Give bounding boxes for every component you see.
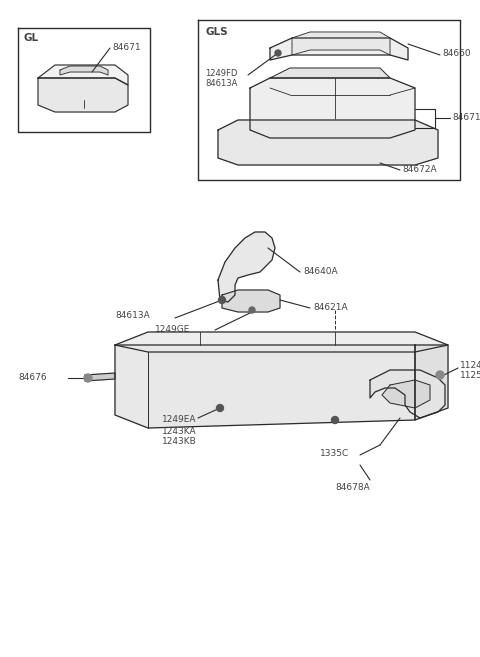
Circle shape xyxy=(275,50,281,56)
Text: 1124VA: 1124VA xyxy=(460,361,480,371)
Text: 1249GE: 1249GE xyxy=(155,325,191,334)
Polygon shape xyxy=(218,120,438,165)
Polygon shape xyxy=(38,78,128,112)
Polygon shape xyxy=(270,38,408,60)
Text: 11250B: 11250B xyxy=(460,371,480,380)
Text: 84671: 84671 xyxy=(112,43,141,51)
Polygon shape xyxy=(292,32,390,55)
Polygon shape xyxy=(115,332,448,352)
Text: 84678A: 84678A xyxy=(335,484,370,493)
Polygon shape xyxy=(222,290,280,312)
Polygon shape xyxy=(218,232,275,302)
Polygon shape xyxy=(370,370,445,418)
Circle shape xyxy=(436,371,444,379)
Circle shape xyxy=(249,307,255,313)
Polygon shape xyxy=(415,345,448,420)
Text: 84671: 84671 xyxy=(452,112,480,122)
Polygon shape xyxy=(38,65,128,85)
Polygon shape xyxy=(60,66,108,75)
Text: 1335C: 1335C xyxy=(320,449,349,457)
Text: 84640A: 84640A xyxy=(303,267,337,275)
Text: 84621A: 84621A xyxy=(313,302,348,311)
Polygon shape xyxy=(85,373,115,381)
Circle shape xyxy=(84,374,92,382)
Text: 84660: 84660 xyxy=(442,49,470,58)
Text: 84676: 84676 xyxy=(18,373,47,382)
Circle shape xyxy=(216,405,224,411)
Polygon shape xyxy=(115,345,415,428)
Text: 84672A: 84672A xyxy=(402,166,437,175)
Text: 84613A: 84613A xyxy=(115,311,150,321)
Text: GLS: GLS xyxy=(205,27,228,37)
Polygon shape xyxy=(382,380,430,408)
Circle shape xyxy=(332,417,338,424)
Text: 1243KA: 1243KA xyxy=(162,426,197,436)
Polygon shape xyxy=(250,78,415,138)
Text: GL: GL xyxy=(24,33,39,43)
Text: 1243KB: 1243KB xyxy=(162,438,197,447)
Circle shape xyxy=(218,296,226,304)
Text: 1249FD: 1249FD xyxy=(205,68,238,78)
Polygon shape xyxy=(270,68,390,78)
Text: 1249EA: 1249EA xyxy=(162,415,196,424)
Text: 84613A: 84613A xyxy=(205,78,238,87)
